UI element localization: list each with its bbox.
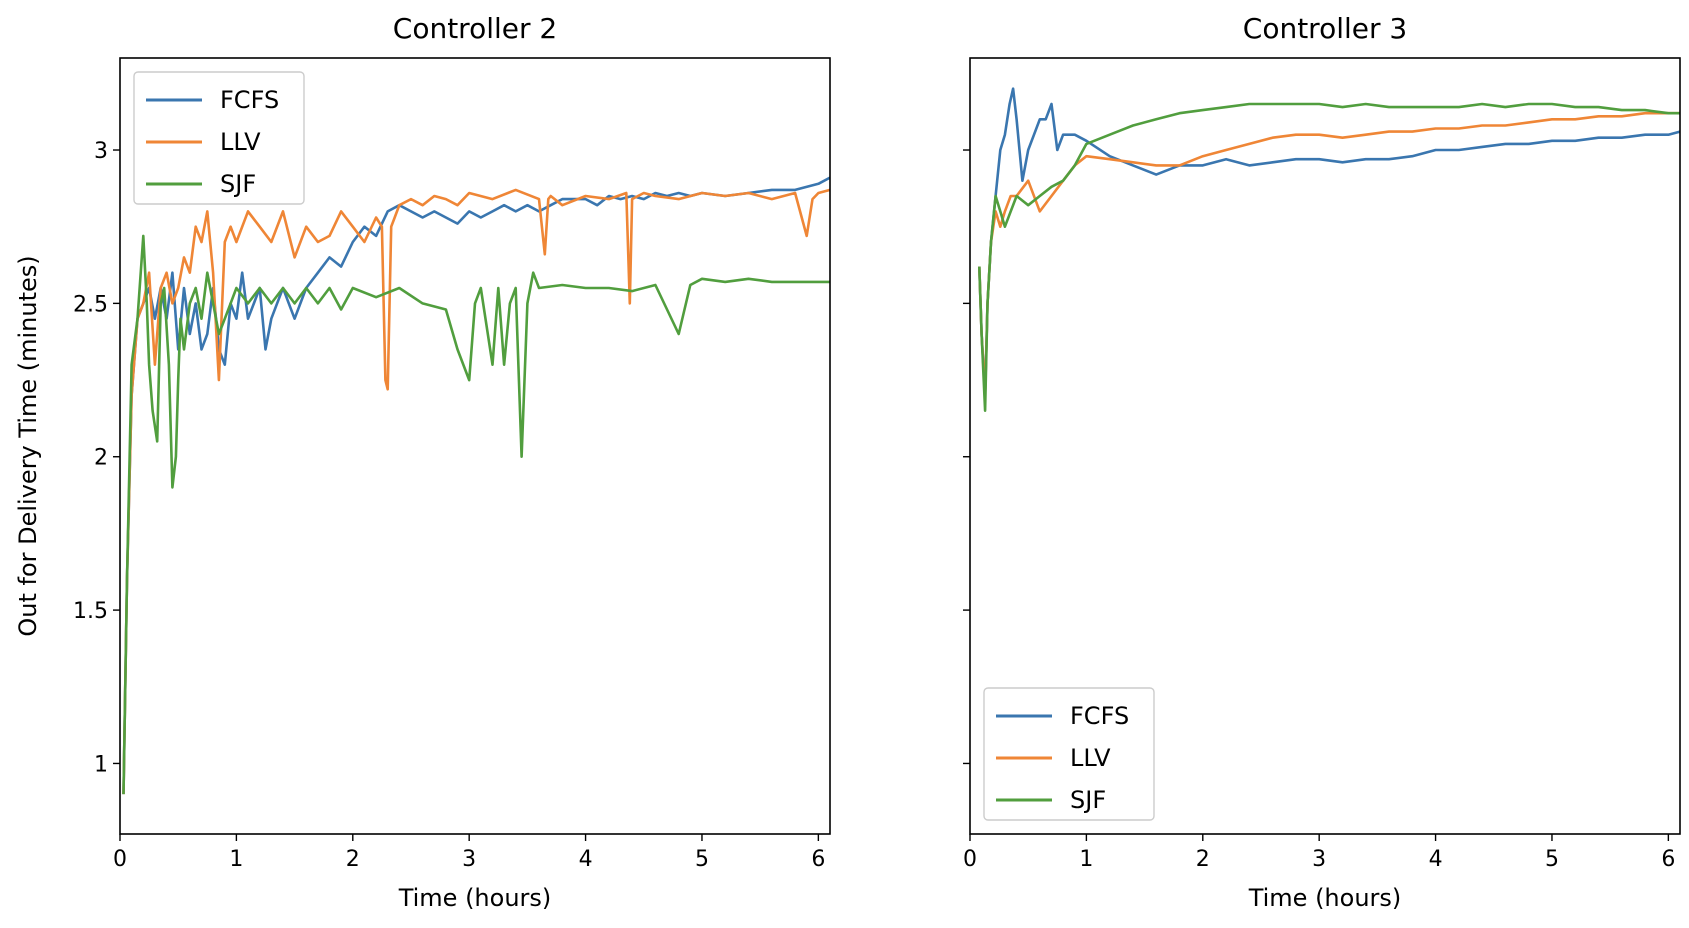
x-tick-label: 5: [1545, 847, 1559, 872]
y-tick-label: 3: [94, 139, 108, 164]
x-tick-label: 0: [113, 847, 127, 872]
series-line-fcfs: [122, 176, 831, 795]
legend-box: [133, 71, 305, 205]
x-tick-label: 4: [1429, 847, 1443, 872]
x-tick-label: 6: [1661, 847, 1675, 872]
plot-frame: [119, 57, 831, 835]
y-axis-label: Out for Delivery Time (minutes): [14, 255, 42, 636]
x-axis-label: Time (hours): [398, 884, 552, 912]
y-tick-label: 1: [94, 752, 108, 777]
y-tick-label: 2: [94, 446, 108, 471]
series-line-sjf: [978, 102, 1680, 413]
series-line-sjf: [122, 234, 830, 795]
chart-title: Controller 3: [1243, 12, 1407, 45]
legend-label-fcfs: FCFS: [220, 86, 279, 114]
x-tick-label: 0: [963, 847, 977, 872]
series-line-fcfs: [978, 87, 1681, 397]
legend-label-llv: LLV: [1070, 744, 1111, 772]
plot-frame: [969, 57, 1681, 835]
x-axis-label: Time (hours): [1248, 884, 1402, 912]
y-tick-label: 2.5: [73, 292, 108, 317]
legend-label-sjf: SJF: [220, 170, 256, 198]
x-tick-label: 6: [811, 847, 825, 872]
series-line-llv: [978, 111, 1680, 397]
x-tick-label: 3: [1312, 847, 1326, 872]
x-tick-label: 5: [695, 847, 709, 872]
legend-label-sjf: SJF: [1070, 786, 1106, 814]
x-tick-label: 4: [579, 847, 593, 872]
legend-label-llv: LLV: [220, 128, 261, 156]
legend-box: [983, 687, 1155, 821]
x-tick-label: 2: [346, 847, 360, 872]
x-tick-label: 3: [462, 847, 476, 872]
legend-label-fcfs: FCFS: [1070, 702, 1129, 730]
y-tick-label: 1.5: [73, 599, 108, 624]
x-tick-label: 1: [1079, 847, 1093, 872]
series-line-llv: [122, 188, 831, 795]
chart-title: Controller 2: [393, 12, 557, 45]
x-tick-label: 1: [229, 847, 243, 872]
x-tick-label: 2: [1196, 847, 1210, 872]
